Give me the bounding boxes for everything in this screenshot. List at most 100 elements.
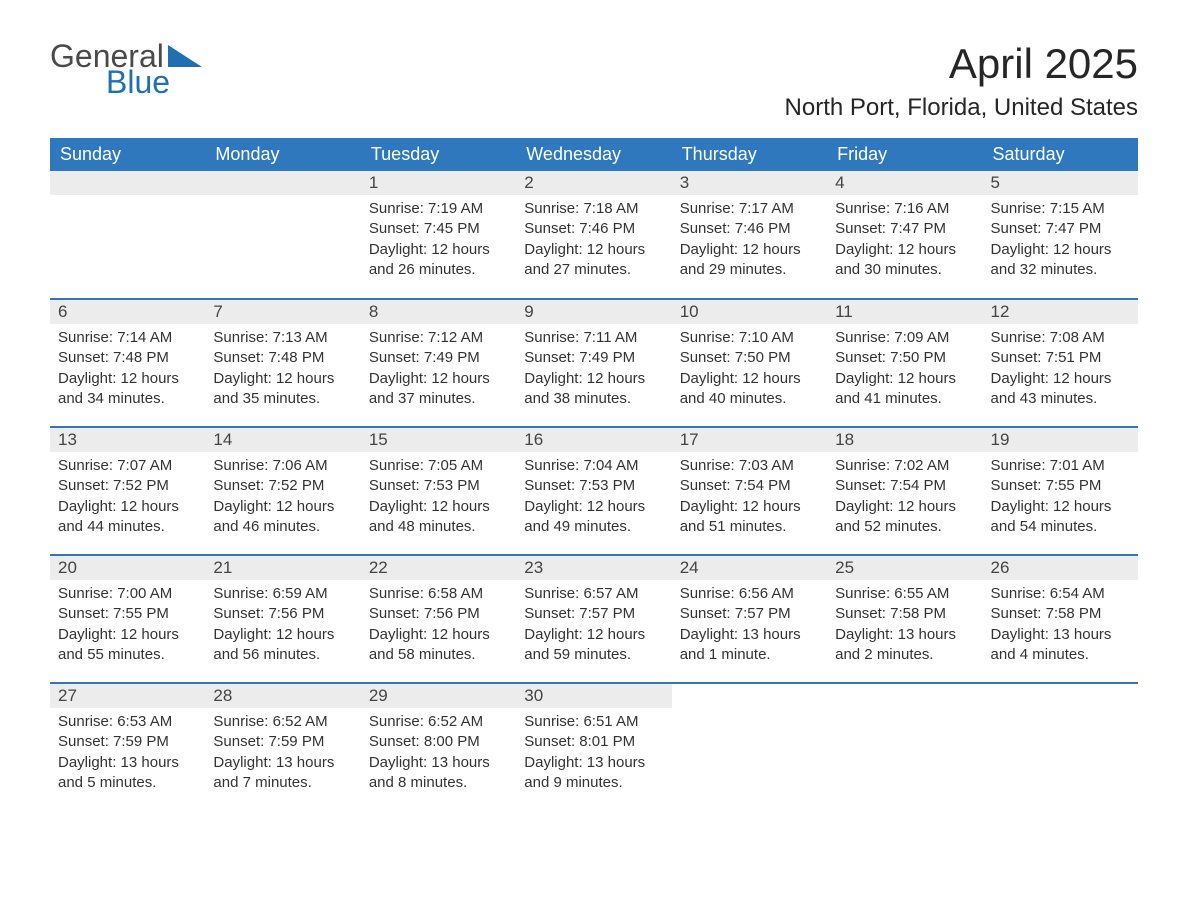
day-details: Sunrise: 7:00 AMSunset: 7:55 PMDaylight:… <box>50 580 205 673</box>
sunrise-text: Sunrise: 7:14 AM <box>58 328 197 348</box>
daylight-text: Daylight: 13 hours and 2 minutes. <box>835 625 974 666</box>
calendar-week-row: 13Sunrise: 7:07 AMSunset: 7:52 PMDayligh… <box>50 427 1138 555</box>
calendar-day-cell: 12Sunrise: 7:08 AMSunset: 7:51 PMDayligh… <box>983 299 1138 427</box>
sunset-text: Sunset: 7:57 PM <box>680 604 819 624</box>
sunset-text: Sunset: 7:49 PM <box>524 348 663 368</box>
day-number: 13 <box>50 428 205 452</box>
day-number: 25 <box>827 556 982 580</box>
day-details: Sunrise: 6:56 AMSunset: 7:57 PMDaylight:… <box>672 580 827 673</box>
daylight-text: Daylight: 12 hours and 49 minutes. <box>524 497 663 538</box>
sunset-text: Sunset: 7:50 PM <box>835 348 974 368</box>
sunrise-text: Sunrise: 7:05 AM <box>369 456 508 476</box>
calendar-week-row: 20Sunrise: 7:00 AMSunset: 7:55 PMDayligh… <box>50 555 1138 683</box>
weekday-header: Thursday <box>672 138 827 171</box>
calendar-day-cell: 4Sunrise: 7:16 AMSunset: 7:47 PMDaylight… <box>827 171 982 299</box>
daylight-text: Daylight: 12 hours and 48 minutes. <box>369 497 508 538</box>
sunset-text: Sunset: 7:59 PM <box>58 732 197 752</box>
sunrise-text: Sunrise: 6:55 AM <box>835 584 974 604</box>
calendar-day-cell: 8Sunrise: 7:12 AMSunset: 7:49 PMDaylight… <box>361 299 516 427</box>
sunrise-text: Sunrise: 6:52 AM <box>369 712 508 732</box>
day-details: Sunrise: 7:17 AMSunset: 7:46 PMDaylight:… <box>672 195 827 288</box>
logo-word-blue: Blue <box>106 66 170 98</box>
calendar-week-row: 1Sunrise: 7:19 AMSunset: 7:45 PMDaylight… <box>50 171 1138 299</box>
day-details: Sunrise: 6:52 AMSunset: 8:00 PMDaylight:… <box>361 708 516 801</box>
day-details: Sunrise: 7:19 AMSunset: 7:45 PMDaylight:… <box>361 195 516 288</box>
daylight-text: Daylight: 12 hours and 38 minutes. <box>524 369 663 410</box>
sunrise-text: Sunrise: 7:01 AM <box>991 456 1130 476</box>
daylight-text: Daylight: 12 hours and 44 minutes. <box>58 497 197 538</box>
day-number: 15 <box>361 428 516 452</box>
daylight-text: Daylight: 13 hours and 9 minutes. <box>524 753 663 794</box>
day-number: 6 <box>50 300 205 324</box>
calendar-day-cell <box>983 683 1138 811</box>
day-number: 2 <box>516 171 671 195</box>
day-details: Sunrise: 7:11 AMSunset: 7:49 PMDaylight:… <box>516 324 671 417</box>
sunset-text: Sunset: 7:53 PM <box>369 476 508 496</box>
day-details: Sunrise: 6:53 AMSunset: 7:59 PMDaylight:… <box>50 708 205 801</box>
sunset-text: Sunset: 7:47 PM <box>835 219 974 239</box>
sunrise-text: Sunrise: 7:02 AM <box>835 456 974 476</box>
sunrise-text: Sunrise: 7:16 AM <box>835 199 974 219</box>
weekday-header: Saturday <box>983 138 1138 171</box>
sunrise-text: Sunrise: 7:06 AM <box>213 456 352 476</box>
day-details: Sunrise: 7:15 AMSunset: 7:47 PMDaylight:… <box>983 195 1138 288</box>
day-number <box>50 171 205 195</box>
sunset-text: Sunset: 7:49 PM <box>369 348 508 368</box>
day-number: 29 <box>361 684 516 708</box>
calendar-day-cell: 3Sunrise: 7:17 AMSunset: 7:46 PMDaylight… <box>672 171 827 299</box>
daylight-text: Daylight: 13 hours and 1 minute. <box>680 625 819 666</box>
sunrise-text: Sunrise: 6:56 AM <box>680 584 819 604</box>
calendar-day-cell: 30Sunrise: 6:51 AMSunset: 8:01 PMDayligh… <box>516 683 671 811</box>
sunset-text: Sunset: 7:59 PM <box>213 732 352 752</box>
calendar-day-cell: 26Sunrise: 6:54 AMSunset: 7:58 PMDayligh… <box>983 555 1138 683</box>
sunrise-text: Sunrise: 7:07 AM <box>58 456 197 476</box>
sunset-text: Sunset: 7:51 PM <box>991 348 1130 368</box>
day-details: Sunrise: 6:59 AMSunset: 7:56 PMDaylight:… <box>205 580 360 673</box>
daylight-text: Daylight: 12 hours and 35 minutes. <box>213 369 352 410</box>
sunset-text: Sunset: 7:47 PM <box>991 219 1130 239</box>
calendar-day-cell: 29Sunrise: 6:52 AMSunset: 8:00 PMDayligh… <box>361 683 516 811</box>
day-number: 27 <box>50 684 205 708</box>
weekday-header: Tuesday <box>361 138 516 171</box>
day-details: Sunrise: 7:07 AMSunset: 7:52 PMDaylight:… <box>50 452 205 545</box>
day-details: Sunrise: 6:54 AMSunset: 7:58 PMDaylight:… <box>983 580 1138 673</box>
day-number: 10 <box>672 300 827 324</box>
sunrise-text: Sunrise: 7:10 AM <box>680 328 819 348</box>
calendar-day-cell: 17Sunrise: 7:03 AMSunset: 7:54 PMDayligh… <box>672 427 827 555</box>
day-details: Sunrise: 6:57 AMSunset: 7:57 PMDaylight:… <box>516 580 671 673</box>
day-details: Sunrise: 7:04 AMSunset: 7:53 PMDaylight:… <box>516 452 671 545</box>
sunrise-text: Sunrise: 7:18 AM <box>524 199 663 219</box>
day-number: 21 <box>205 556 360 580</box>
sunset-text: Sunset: 7:58 PM <box>835 604 974 624</box>
calendar-day-cell: 5Sunrise: 7:15 AMSunset: 7:47 PMDaylight… <box>983 171 1138 299</box>
calendar-day-cell: 24Sunrise: 6:56 AMSunset: 7:57 PMDayligh… <box>672 555 827 683</box>
day-details: Sunrise: 7:03 AMSunset: 7:54 PMDaylight:… <box>672 452 827 545</box>
day-details: Sunrise: 7:18 AMSunset: 7:46 PMDaylight:… <box>516 195 671 288</box>
day-number: 4 <box>827 171 982 195</box>
daylight-text: Daylight: 12 hours and 59 minutes. <box>524 625 663 666</box>
day-number: 5 <box>983 171 1138 195</box>
daylight-text: Daylight: 12 hours and 46 minutes. <box>213 497 352 538</box>
sunset-text: Sunset: 7:50 PM <box>680 348 819 368</box>
sunrise-text: Sunrise: 7:04 AM <box>524 456 663 476</box>
day-details: Sunrise: 7:09 AMSunset: 7:50 PMDaylight:… <box>827 324 982 417</box>
daylight-text: Daylight: 12 hours and 26 minutes. <box>369 240 508 281</box>
weekday-header: Monday <box>205 138 360 171</box>
sunset-text: Sunset: 8:00 PM <box>369 732 508 752</box>
location-subtitle: North Port, Florida, United States <box>785 94 1138 122</box>
calendar-day-cell: 23Sunrise: 6:57 AMSunset: 7:57 PMDayligh… <box>516 555 671 683</box>
calendar-day-cell <box>50 171 205 299</box>
logo-triangle-icon <box>168 45 202 71</box>
calendar-day-cell: 2Sunrise: 7:18 AMSunset: 7:46 PMDaylight… <box>516 171 671 299</box>
sunrise-text: Sunrise: 7:00 AM <box>58 584 197 604</box>
sunset-text: Sunset: 7:56 PM <box>213 604 352 624</box>
sunset-text: Sunset: 7:46 PM <box>680 219 819 239</box>
sunset-text: Sunset: 7:45 PM <box>369 219 508 239</box>
day-number <box>205 171 360 195</box>
daylight-text: Daylight: 12 hours and 54 minutes. <box>991 497 1130 538</box>
sunset-text: Sunset: 7:52 PM <box>213 476 352 496</box>
logo: General Blue <box>50 40 202 98</box>
daylight-text: Daylight: 13 hours and 7 minutes. <box>213 753 352 794</box>
sunrise-text: Sunrise: 7:11 AM <box>524 328 663 348</box>
day-number: 20 <box>50 556 205 580</box>
